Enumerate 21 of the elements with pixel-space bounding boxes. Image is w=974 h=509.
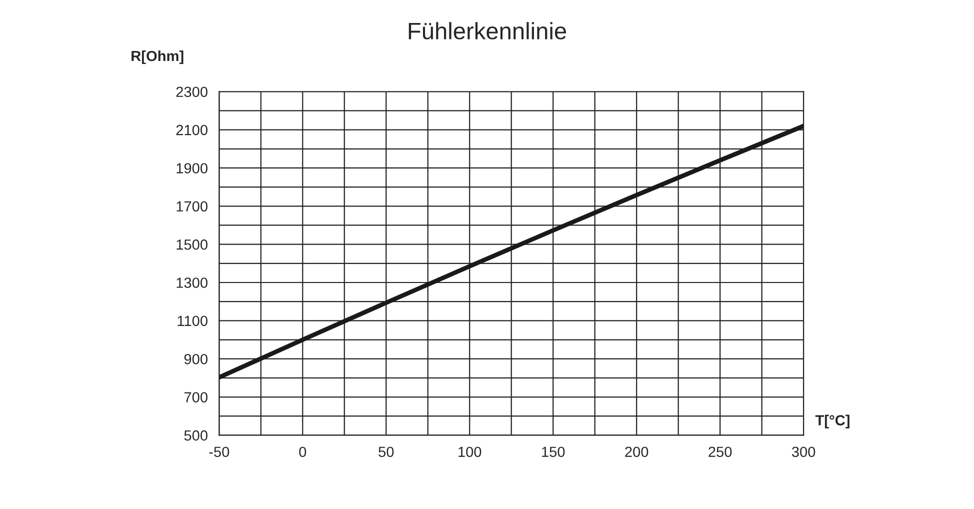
x-tick-label: 300 xyxy=(792,446,816,458)
x-axis-title: T[°C] xyxy=(815,414,850,428)
y-tick-label: 1300 xyxy=(176,278,208,288)
y-tick-label: 1900 xyxy=(176,163,208,174)
x-tick-label: 250 xyxy=(708,446,732,458)
x-tick-label: 200 xyxy=(625,446,648,458)
chart-title: Fühlerkennlinie xyxy=(408,22,566,40)
y-axis-title: R[Ohm] xyxy=(132,50,184,64)
y-tick-label: 2300 xyxy=(176,86,208,98)
x-tick-label: 150 xyxy=(542,446,565,458)
y-tick-label: 1100 xyxy=(178,316,208,326)
y-tick-label: 1700 xyxy=(176,201,208,212)
x-tick-label: -50 xyxy=(209,446,230,458)
x-tick-label: 0 xyxy=(299,446,306,458)
y-tick-label: 700 xyxy=(184,392,208,402)
y-tick-label: 1500 xyxy=(176,239,208,250)
x-tick-label: 50 xyxy=(378,446,394,458)
x-tick-label: 100 xyxy=(458,446,482,458)
y-tick-label: 2100 xyxy=(176,124,208,136)
y-tick-label: 900 xyxy=(184,354,208,364)
y-tick-label: 500 xyxy=(184,430,208,441)
